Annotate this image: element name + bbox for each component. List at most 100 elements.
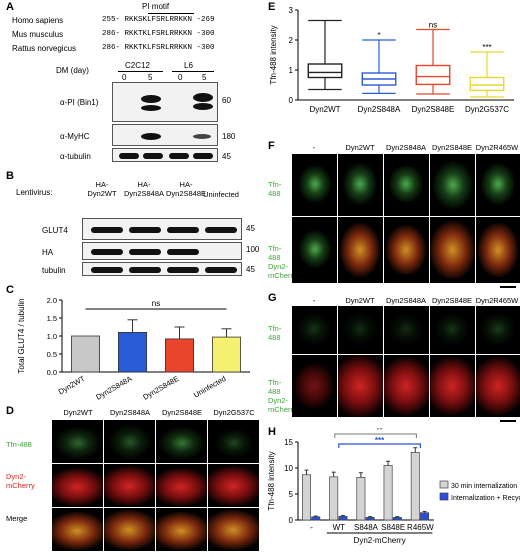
micrograph-tfn (430, 306, 475, 354)
significance-bracket (334, 433, 417, 438)
micrograph-dyn2 (52, 464, 103, 507)
micrograph-merge (430, 355, 475, 417)
significance-label: * (377, 31, 380, 40)
bar (311, 516, 321, 521)
micrograph-tfn (384, 306, 429, 354)
row-label: Tfn-488 Dyn2-mCherry (268, 378, 297, 414)
day-label: 0 (122, 73, 127, 82)
y-tick-label: 2.0 (47, 296, 57, 305)
cell-line-label: C2C12 (125, 61, 150, 70)
micrograph-merge (292, 355, 337, 417)
significance-label: *** (375, 436, 385, 445)
blot-label: HA (42, 248, 54, 257)
box (469, 76, 505, 92)
x-tick-label: R465W (407, 523, 434, 532)
cell-line-label: L6 (184, 61, 193, 70)
species-name: Homo sapiens (12, 16, 64, 25)
significance-label: ** (376, 428, 382, 435)
group-label: Dyn2-mCherry (354, 536, 406, 545)
lentivirus-column: Uninfected (203, 190, 239, 199)
micrograph-tfn (52, 420, 103, 463)
column-label: Dyn2G537C (213, 408, 255, 417)
bar (211, 336, 241, 373)
lentivirus-column: HA-Dyn2S848E (166, 180, 207, 198)
column-label: Dyn2S848A (109, 408, 151, 417)
bar (164, 338, 194, 373)
micrograph-dyn2 (208, 464, 259, 507)
row-label: Tfn-488 (6, 440, 32, 449)
bar (392, 517, 402, 521)
panel-label-f: F (268, 140, 275, 152)
blot-label: α-PI (Bin1) (60, 98, 99, 107)
bar (410, 452, 420, 521)
box (415, 64, 451, 86)
panel-label-h: H (268, 426, 276, 438)
x-tick-label: S848E (381, 523, 405, 532)
dm-day-label: DM (day) (56, 66, 89, 75)
micrograph-merge (338, 217, 383, 283)
row-label: Tfn-488 Dyn2-mCherry (268, 244, 297, 280)
micrograph-merge (338, 355, 383, 417)
legend-swatch (439, 480, 449, 489)
column-label: Dyn2S848E (161, 408, 203, 417)
species-name: Rattus norvegicus (12, 44, 77, 53)
micrograph-tfn (476, 154, 520, 216)
y-tick-label: 10 (284, 464, 293, 473)
micrograph-tfn (208, 420, 259, 463)
blot-label: α-MyHC (60, 132, 90, 141)
panel-label-d: D (6, 405, 14, 417)
y-tick-label: 5 (289, 490, 294, 499)
mw-marker: 100 (246, 245, 260, 254)
western-blot-pi (112, 82, 218, 122)
y-tick-label: 15 (284, 438, 293, 447)
column-label: Dyn2R465W (475, 143, 519, 152)
micrograph-merge (292, 217, 337, 283)
column-label: Dyn2WT (345, 143, 375, 152)
x-tick-label: Dyn2WT (309, 105, 340, 114)
scale-bar (500, 420, 516, 422)
bar (302, 474, 311, 521)
micrograph-merge (52, 508, 103, 551)
box (307, 63, 343, 79)
y-tick-label: 1 (289, 66, 294, 75)
bar (329, 476, 339, 521)
day-label: 0 (178, 73, 183, 82)
micrograph-tfn (384, 154, 429, 216)
x-tick-label: Dyn2S848A (358, 105, 401, 114)
column-label: - (312, 296, 316, 305)
bar (365, 517, 375, 521)
micrograph-tfn (292, 154, 337, 216)
micrograph-tfn (430, 154, 475, 216)
species-seq: 286- RKKTKLFSRLRRKKN -300 (102, 30, 215, 38)
micrograph-merge (104, 508, 155, 551)
y-tick-label: 0.0 (47, 368, 57, 377)
panel-label-a: A (6, 1, 14, 13)
micrograph-merge (384, 217, 429, 283)
x-tick-label: WT (333, 523, 346, 532)
lentivirus-column: HA-Dyn2WT (87, 180, 117, 198)
column-label: Dyn2S848A (385, 296, 427, 305)
micrograph-merge (476, 355, 520, 417)
x-tick-label: Dyn2S848E (412, 105, 455, 114)
micrograph-merge (430, 217, 475, 283)
mw-marker: 60 (222, 96, 231, 105)
x-tick-label: Dyn2WT (57, 374, 87, 397)
bar (338, 516, 348, 521)
row-label: Tfn-488 (268, 180, 282, 198)
column-label: Dyn2WT (345, 296, 375, 305)
column-label: Dyn2R465W (475, 296, 519, 305)
x-tick-label: Dyn2S848E (141, 374, 180, 402)
micrograph-merge (156, 508, 207, 551)
lentivirus-label: Lentivirus: (16, 188, 53, 197)
x-tick-label: S848A (354, 523, 379, 532)
panel-label-c: C (6, 284, 14, 296)
tfn-box-plot: 0 1 2 3 Tfn-488 intensity Dyn2WT * Dyn2S848A ns D… (269, 6, 514, 114)
y-tick-label: 0 (289, 516, 294, 525)
western-blot-ha (82, 242, 242, 260)
bar (420, 512, 429, 521)
micrograph-tfn (156, 420, 207, 463)
y-tick-label: 2 (289, 36, 294, 45)
micrograph-tfn (292, 306, 337, 354)
panel-label-g: G (268, 292, 277, 304)
pi-motif-bar (148, 13, 194, 14)
